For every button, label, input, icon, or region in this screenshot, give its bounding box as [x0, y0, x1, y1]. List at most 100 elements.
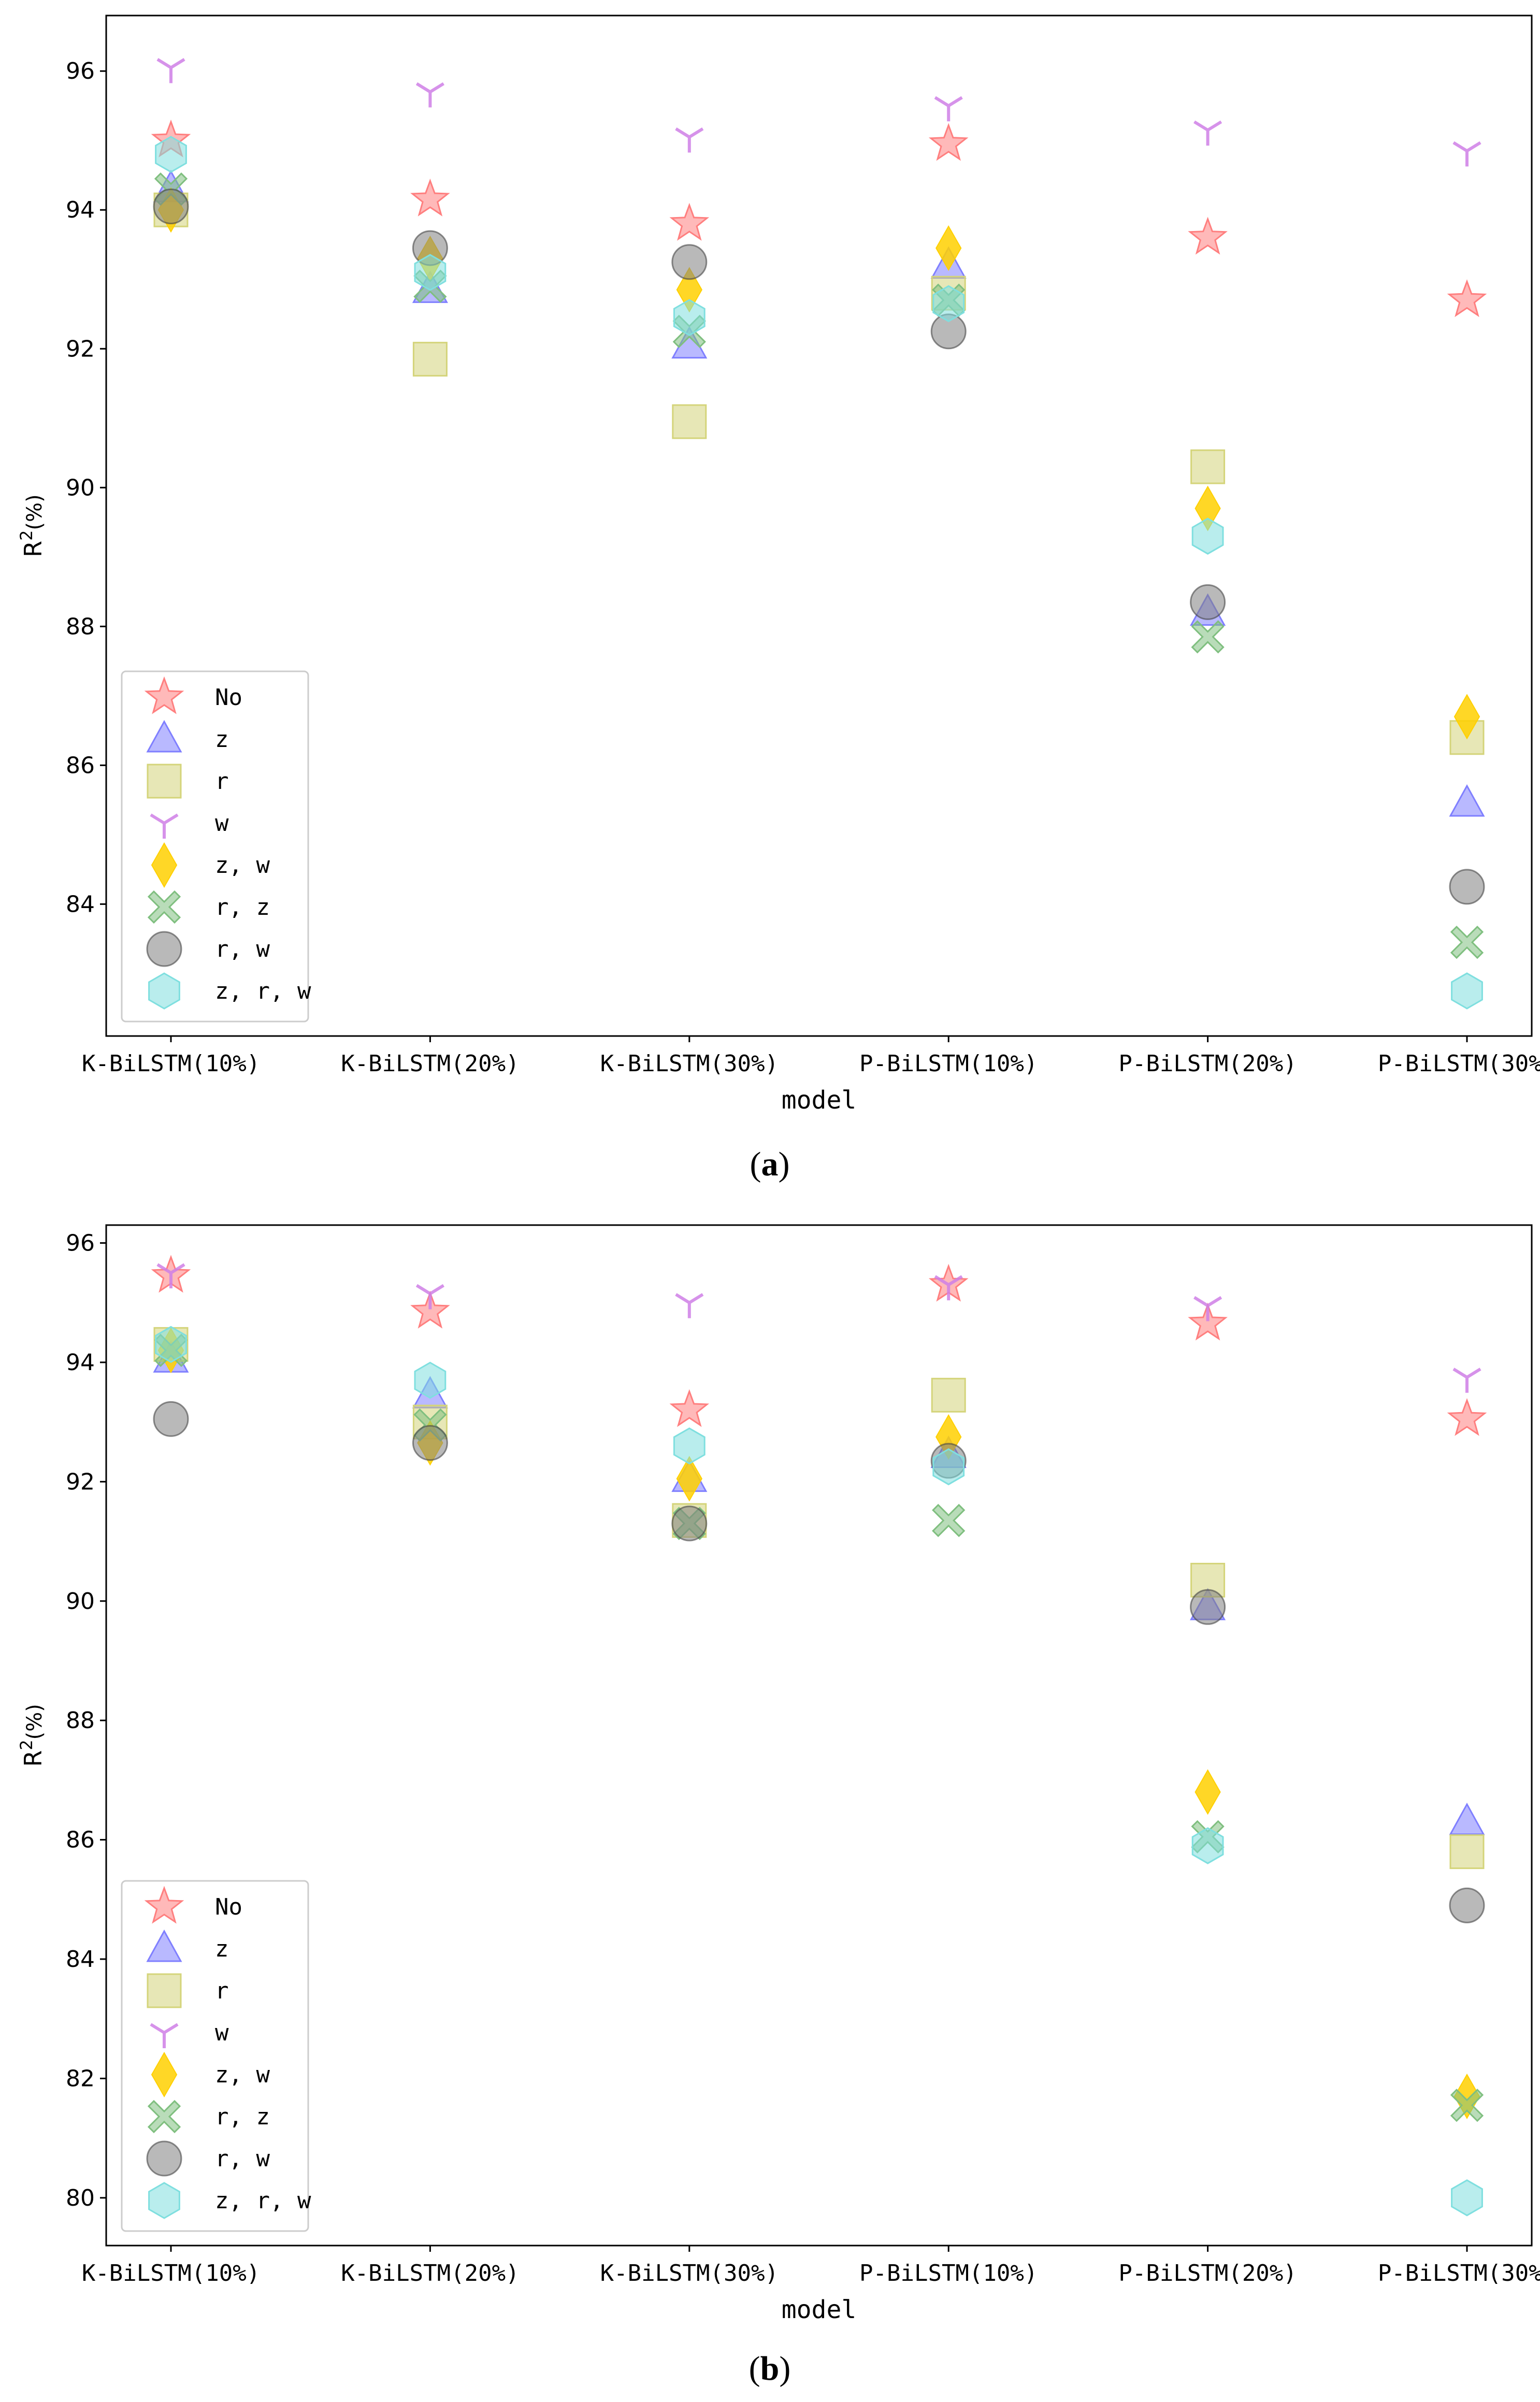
legend-marker [146, 931, 182, 967]
data-point [1449, 1802, 1485, 1835]
data-point [669, 203, 710, 241]
legend-label: No [215, 684, 242, 711]
data-point [414, 254, 447, 291]
x-tick-label: P-BiLSTM(30%) [1378, 1051, 1540, 1077]
plot-frame [105, 1224, 1533, 2247]
data-point [412, 341, 448, 377]
legend-label: z, r, w [215, 978, 311, 1004]
x-tick-label: P-BiLSTM(20%) [1118, 1051, 1297, 1077]
legend-label: r, w [215, 2146, 270, 2172]
legend-marker [150, 813, 179, 839]
x-tick-label: P-BiLSTM(10%) [859, 1051, 1038, 1077]
legend-box [121, 670, 309, 1023]
data-point [1193, 1296, 1222, 1321]
panel-label-b-open: ( [749, 2350, 760, 2387]
x-tick-label: P-BiLSTM(20%) [1118, 2260, 1297, 2286]
y-tick-label: 88 [66, 1707, 95, 1734]
series-w [156, 1263, 1481, 1393]
data-point [1447, 279, 1487, 318]
legend-box [121, 1880, 309, 2232]
y-tick-label: 84 [66, 1946, 95, 1973]
series-no [151, 1255, 1487, 1436]
panel-label-b: (b) [718, 2349, 822, 2389]
series-z [153, 169, 1485, 817]
data-point [1453, 694, 1480, 740]
data-point [932, 1504, 966, 1537]
series-r-z [154, 1333, 1484, 2122]
y-tick-label: 92 [66, 1469, 95, 1495]
series-z [153, 1340, 1485, 1835]
data-point [1449, 1887, 1485, 1923]
y-tick-label: 80 [66, 2185, 95, 2211]
data-point [1449, 784, 1485, 817]
x-axis-label: model [782, 1086, 857, 1115]
panel-label-b-close: ) [779, 2350, 791, 2387]
data-point [1194, 1769, 1221, 1815]
legend-marker [147, 1973, 182, 2008]
data-point [673, 299, 706, 336]
legend-marker [150, 2023, 179, 2048]
legend-label: r, z [215, 2104, 270, 2130]
y-tick-label: 90 [66, 1588, 95, 1615]
y-axis-label-superscript: 2 [17, 1739, 36, 1750]
data-point [415, 82, 444, 108]
data-point [1193, 120, 1222, 146]
data-point [931, 1377, 966, 1413]
y-axis-label-main: R [19, 1750, 47, 1767]
data-point [676, 1456, 702, 1502]
legend-label: w [215, 2020, 229, 2046]
legend-marker [151, 2051, 178, 2098]
series-z-w [157, 187, 1480, 740]
data-point [934, 1275, 963, 1301]
series-r [153, 192, 1485, 755]
data-point [1191, 517, 1224, 555]
data-point [671, 1505, 708, 1542]
legend-label: z [215, 1936, 229, 1962]
data-point [414, 1361, 447, 1399]
y-tick-label: 94 [66, 1349, 95, 1376]
y-tick-label: 86 [66, 752, 95, 779]
y-axis-label-unit: (%) [23, 494, 47, 530]
legend-label: r, w [215, 936, 270, 962]
y-axis-label-unit: (%) [23, 1704, 47, 1739]
chart-panel-a: 84 86 88 90 92 94 96 K-BiLSTM(10%) K-BiLSTM(20%)… [17, 15, 1540, 1115]
y-axis-label: R2(%) [17, 1704, 47, 1767]
panel-label-a-letter: a [761, 1145, 779, 1183]
x-tick-label: P-BiLSTM(10%) [859, 2260, 1038, 2286]
chart-panel-b: 80 82 84 86 88 90 92 94 96 K-BiLSTM(10%) K-BiLSTM(… [17, 1224, 1540, 2324]
data-point [1447, 1398, 1487, 1436]
data-point [155, 136, 187, 173]
data-point [155, 1326, 187, 1363]
data-point [1450, 2089, 1484, 2122]
data-point [153, 189, 189, 225]
data-point [412, 1425, 448, 1461]
legend-marker [147, 890, 181, 924]
data-point [415, 1284, 444, 1310]
data-point [672, 404, 707, 439]
y-tick-label: 90 [66, 474, 95, 501]
series-r-w [153, 189, 1485, 905]
data-point [671, 244, 708, 280]
legend-label: r [215, 1978, 229, 2004]
x-tick-label: K-BiLSTM(30%) [600, 1051, 779, 1077]
x-tick-label: P-BiLSTM(30%) [1378, 2260, 1540, 2286]
y-axis-label: R2(%) [17, 494, 47, 557]
legend-marker [144, 1886, 184, 1924]
data-point [1190, 449, 1226, 484]
y-tick-label: 96 [66, 58, 95, 84]
series-r [153, 1327, 1485, 1869]
y-tick-label: 92 [66, 336, 95, 362]
legend-label: No [215, 1894, 242, 1920]
data-point [156, 1263, 185, 1289]
data-point [932, 285, 965, 322]
legend-marker [147, 764, 182, 799]
data-point [1191, 620, 1225, 654]
x-tick-label: K-BiLSTM(20%) [341, 1051, 519, 1077]
data-point [1452, 1368, 1481, 1393]
series-r-z [154, 172, 1484, 959]
data-point [1449, 1834, 1485, 1869]
x-axis-label: model [782, 2295, 857, 2324]
series-w [156, 57, 1481, 167]
legend-marker [147, 2099, 181, 2134]
